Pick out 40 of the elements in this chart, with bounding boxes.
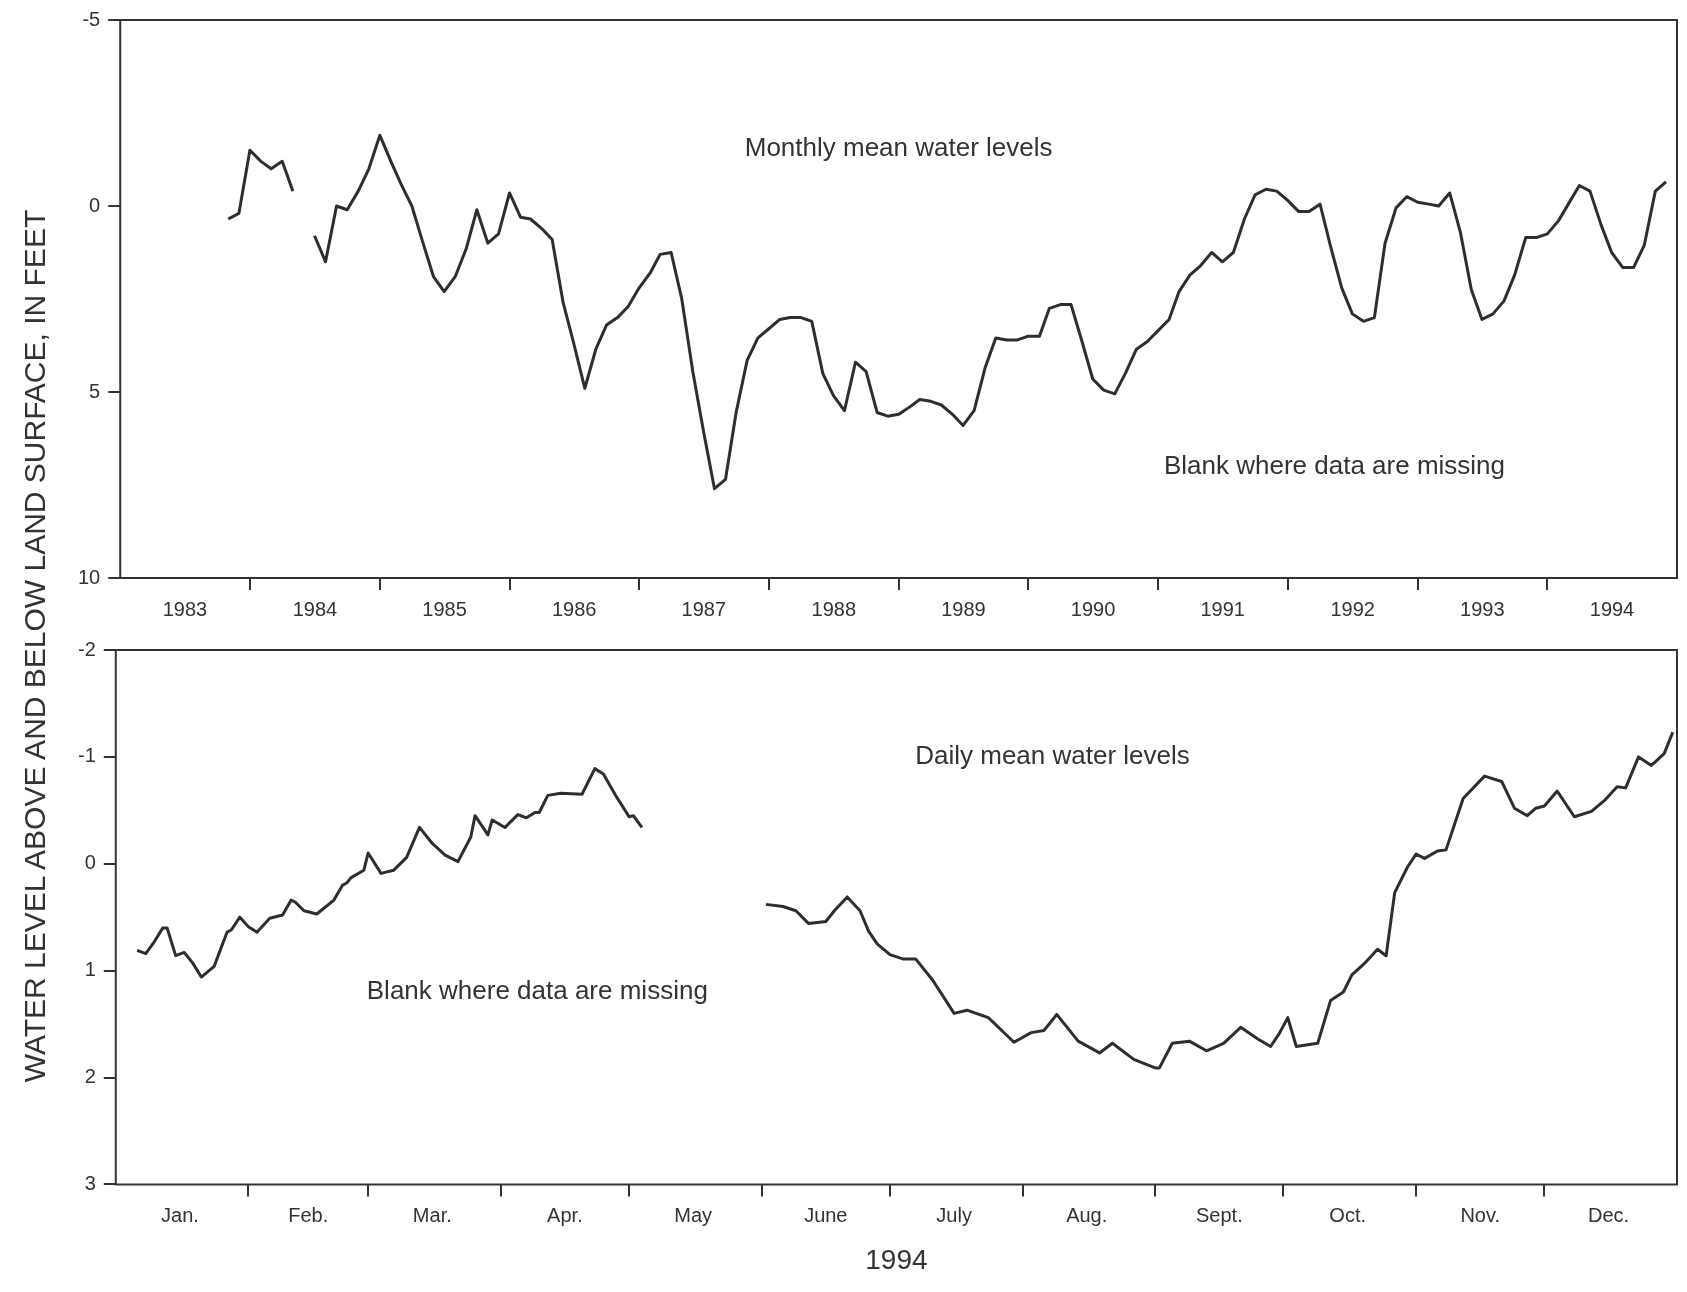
x-tick-label: Aug. (1066, 1203, 1108, 1226)
x-tick-label: May (674, 1203, 713, 1226)
x-tick-label: 1990 (1070, 597, 1116, 620)
x-tick-label: 1983 (162, 597, 208, 620)
x-tick-label: 1989 (941, 597, 986, 620)
y-tick-label: 0 (89, 193, 101, 216)
x-tick-label: 1987 (681, 597, 727, 620)
x-tick-label: Sept. (1195, 1203, 1243, 1226)
x-tick-label: 1984 (292, 597, 338, 620)
x-tick-label: Oct. (1329, 1203, 1366, 1226)
y-tick-label: -1 (77, 744, 96, 767)
x-tick-label: Dec. (1588, 1203, 1630, 1226)
y-tick-label: 3 (84, 1171, 96, 1194)
x-tick-label: June (804, 1203, 848, 1226)
x-tick-label: 1986 (551, 597, 597, 620)
x-axis-title: 1994 (865, 1243, 928, 1275)
x-tick-label: 1988 (811, 597, 857, 620)
x-tick-label: Nov. (1460, 1203, 1501, 1226)
y-tick-label: 1 (84, 958, 96, 981)
annotation: Blank where data are missing (366, 975, 708, 1006)
x-tick-label: Feb. (288, 1203, 329, 1226)
y-tick-label: -5 (82, 7, 101, 30)
y-tick-label: 5 (89, 379, 101, 402)
x-tick-label: Jan. (161, 1203, 199, 1226)
y-tick-label: 2 (84, 1065, 96, 1088)
y-tick-label: -2 (77, 637, 96, 660)
annotation: Monthly mean water levels (744, 131, 1053, 162)
x-tick-label: 1991 (1200, 597, 1245, 620)
x-tick-label: Apr. (547, 1203, 583, 1226)
x-tick-label: July (936, 1203, 972, 1226)
annotation: Daily mean water levels (915, 740, 1190, 771)
x-tick-label: 1993 (1460, 597, 1505, 620)
x-tick-label: 1994 (1589, 597, 1635, 620)
y-tick-label: 10 (78, 565, 101, 588)
y-axis-title: WATER LEVEL ABOVE AND BELOW LAND SURFACE, IN FEET (18, 209, 52, 1083)
y-tick-label: 0 (84, 851, 96, 874)
x-tick-label: 1992 (1330, 597, 1375, 620)
x-tick-label: 1985 (422, 597, 467, 620)
annotation: Blank where data are missing (1163, 449, 1506, 480)
x-tick-label: Mar. (412, 1203, 452, 1226)
